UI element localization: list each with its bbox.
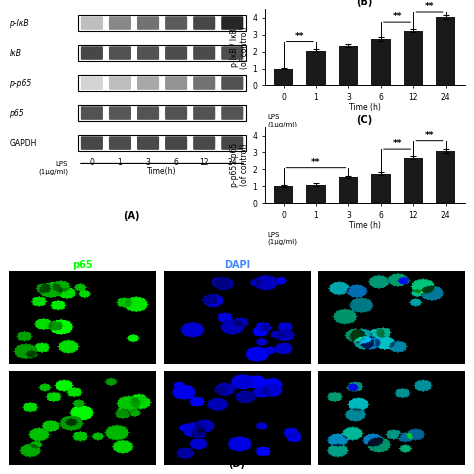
Bar <box>371 173 391 203</box>
Text: LPS
(1μg/ml): LPS (1μg/ml) <box>267 232 297 246</box>
Title: p65: p65 <box>73 260 93 270</box>
X-axis label: Time (h): Time (h) <box>349 221 381 230</box>
Bar <box>339 46 358 85</box>
FancyBboxPatch shape <box>78 136 246 151</box>
Text: **: ** <box>425 131 434 140</box>
FancyBboxPatch shape <box>165 106 187 120</box>
Bar <box>403 157 423 203</box>
Y-axis label: p-IκB / IκB
(of control): p-IκB / IκB (of control) <box>230 26 249 69</box>
Text: Time(h): Time(h) <box>147 167 177 176</box>
Title: Merge: Merge <box>374 260 409 270</box>
Text: LPS
(1μg/ml): LPS (1μg/ml) <box>38 162 68 175</box>
Text: LPS
(1μg/ml): LPS (1μg/ml) <box>267 114 297 128</box>
FancyBboxPatch shape <box>221 106 243 120</box>
FancyBboxPatch shape <box>109 76 131 90</box>
Title: DAPI: DAPI <box>224 260 250 270</box>
FancyBboxPatch shape <box>78 46 246 61</box>
FancyBboxPatch shape <box>137 16 159 30</box>
Text: p65: p65 <box>9 109 24 118</box>
Text: 0: 0 <box>90 158 94 166</box>
Bar <box>274 186 293 203</box>
FancyBboxPatch shape <box>109 16 131 30</box>
Text: **: ** <box>425 2 434 11</box>
Text: **: ** <box>392 139 402 148</box>
Text: 1: 1 <box>118 158 122 166</box>
FancyBboxPatch shape <box>193 137 215 150</box>
Bar <box>436 151 456 203</box>
Text: 24: 24 <box>228 158 237 166</box>
Text: **: ** <box>392 12 402 21</box>
Text: (A): (A) <box>123 211 140 221</box>
Text: 3: 3 <box>146 158 150 166</box>
Bar <box>306 184 326 203</box>
FancyBboxPatch shape <box>78 75 246 91</box>
FancyBboxPatch shape <box>165 46 187 60</box>
Bar <box>306 51 326 85</box>
FancyBboxPatch shape <box>221 46 243 60</box>
Y-axis label: p-p65 / p65
(of control): p-p65 / p65 (of control) <box>230 143 249 187</box>
Bar <box>436 17 456 85</box>
FancyBboxPatch shape <box>78 15 246 31</box>
FancyBboxPatch shape <box>165 76 187 90</box>
Text: **: ** <box>295 32 304 41</box>
FancyBboxPatch shape <box>193 16 215 30</box>
Text: GAPDH: GAPDH <box>9 138 37 147</box>
FancyBboxPatch shape <box>81 137 103 150</box>
FancyBboxPatch shape <box>221 16 243 30</box>
FancyBboxPatch shape <box>193 76 215 90</box>
FancyBboxPatch shape <box>221 76 243 90</box>
FancyBboxPatch shape <box>193 106 215 120</box>
Text: **: ** <box>311 158 321 167</box>
FancyBboxPatch shape <box>137 76 159 90</box>
Bar <box>371 39 391 85</box>
FancyBboxPatch shape <box>78 105 246 121</box>
FancyBboxPatch shape <box>109 46 131 60</box>
FancyBboxPatch shape <box>81 106 103 120</box>
Text: IκB: IκB <box>9 48 21 57</box>
Text: p-IκB: p-IκB <box>9 18 29 27</box>
FancyBboxPatch shape <box>81 16 103 30</box>
FancyBboxPatch shape <box>137 137 159 150</box>
Bar <box>274 69 293 85</box>
Text: p-p65: p-p65 <box>9 79 32 88</box>
Title: (C): (C) <box>356 115 373 125</box>
FancyBboxPatch shape <box>137 106 159 120</box>
Bar <box>339 177 358 203</box>
FancyBboxPatch shape <box>165 16 187 30</box>
FancyBboxPatch shape <box>193 46 215 60</box>
Text: 12: 12 <box>200 158 209 166</box>
FancyBboxPatch shape <box>109 137 131 150</box>
Bar <box>403 31 423 85</box>
FancyBboxPatch shape <box>109 106 131 120</box>
Text: 6: 6 <box>173 158 179 166</box>
FancyBboxPatch shape <box>137 46 159 60</box>
Text: (D): (D) <box>228 459 246 469</box>
FancyBboxPatch shape <box>81 46 103 60</box>
X-axis label: Time (h): Time (h) <box>349 103 381 112</box>
FancyBboxPatch shape <box>221 137 243 150</box>
Title: (B): (B) <box>356 0 373 7</box>
FancyBboxPatch shape <box>165 137 187 150</box>
FancyBboxPatch shape <box>81 76 103 90</box>
